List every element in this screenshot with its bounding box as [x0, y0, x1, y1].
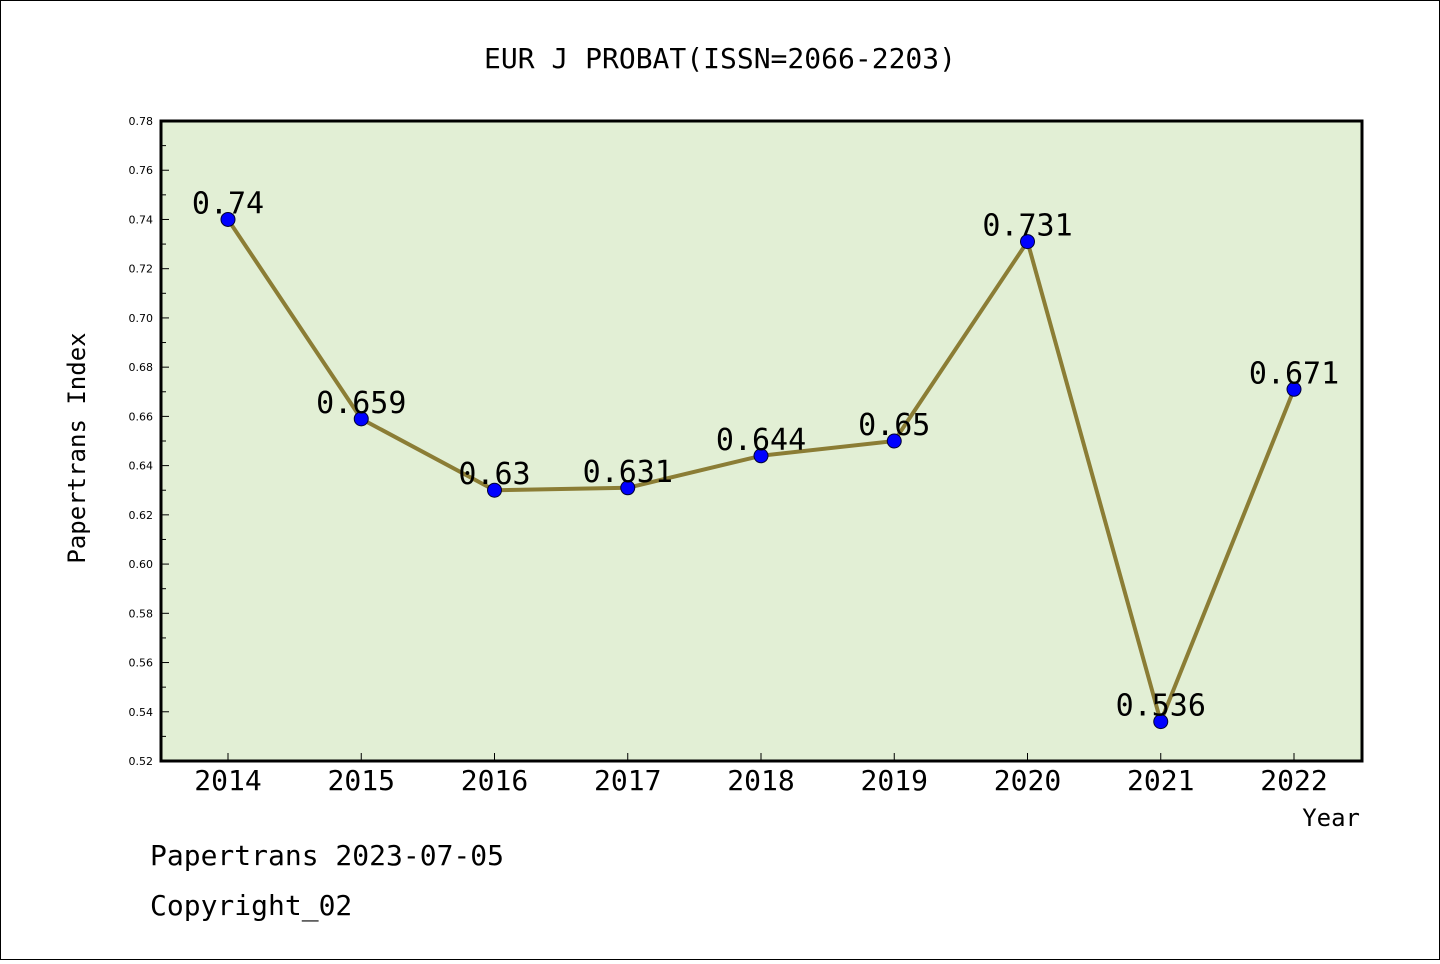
y-tick-label: 0.60 — [129, 558, 154, 571]
x-tick-label: 2019 — [861, 764, 928, 797]
y-tick-label: 0.58 — [129, 607, 154, 620]
data-point — [886, 433, 902, 449]
footer-date: Papertrans 2023-07-05 — [150, 839, 504, 872]
y-tick-label: 0.66 — [129, 410, 154, 423]
y-tick-label: 0.74 — [129, 213, 154, 226]
y-tick-label: 0.52 — [129, 755, 154, 768]
y-tick-label: 0.68 — [129, 361, 154, 374]
x-axis: 2014 2015 2016 2017 2018 2019 2020 2021 2022 — [194, 753, 1328, 797]
y-tick-label: 0.54 — [129, 706, 154, 719]
chart-title: EUR J PROBAT(ISSN=2066-2203) — [484, 42, 956, 75]
data-label: 0.74 — [192, 186, 264, 221]
x-tick-label: 2021 — [1127, 764, 1194, 797]
data-point — [1153, 714, 1169, 730]
data-point — [1286, 381, 1302, 397]
data-label: 0.631 — [583, 455, 673, 490]
y-tick-label: 0.64 — [129, 460, 154, 473]
data-labels: 0.74 0.659 0.63 0.631 0.644 0.65 0.731 0.536 0.6… — [192, 186, 1339, 723]
data-label: 0.536 — [1116, 689, 1206, 724]
y-tick-label: 0.76 — [129, 164, 154, 177]
data-label: 0.659 — [316, 386, 406, 421]
data-point — [353, 411, 369, 427]
plot-area — [161, 121, 1362, 761]
x-axis-label: Year — [1302, 804, 1360, 832]
data-label: 0.65 — [858, 408, 930, 443]
data-label: 0.63 — [458, 457, 530, 492]
plot-frame — [159, 119, 1364, 763]
data-point — [1020, 234, 1035, 250]
data-point — [487, 482, 502, 498]
x-tick-label: 2022 — [1260, 764, 1327, 797]
y-tick-label: 0.72 — [129, 263, 154, 276]
y-axis: 0.52 0.54 0.56 0.58 0.60 0.62 0.64 0.66 0.68 0.70… — [129, 115, 169, 768]
footer-copyright: Copyright_02 — [150, 889, 352, 923]
x-tick-label: 2020 — [994, 764, 1061, 797]
data-label: 0.731 — [982, 209, 1072, 244]
y-tick-label: 0.62 — [129, 509, 154, 522]
data-label: 0.671 — [1249, 356, 1339, 391]
data-point — [753, 448, 769, 464]
y-tick-label: 0.70 — [129, 312, 154, 325]
data-label: 0.644 — [716, 423, 806, 458]
x-tick-label: 2014 — [194, 764, 261, 797]
y-tick-label: 0.78 — [129, 115, 154, 128]
data-points — [220, 211, 1302, 730]
y-tick-label: 0.56 — [129, 657, 154, 670]
x-tick-label: 2017 — [594, 764, 661, 797]
x-tick-label: 2015 — [328, 764, 395, 797]
data-point — [620, 480, 636, 496]
data-point — [220, 211, 236, 227]
x-tick-label: 2018 — [727, 764, 794, 797]
x-tick-label: 2016 — [461, 764, 528, 797]
y-axis-label: Papertrans Index — [63, 332, 91, 563]
